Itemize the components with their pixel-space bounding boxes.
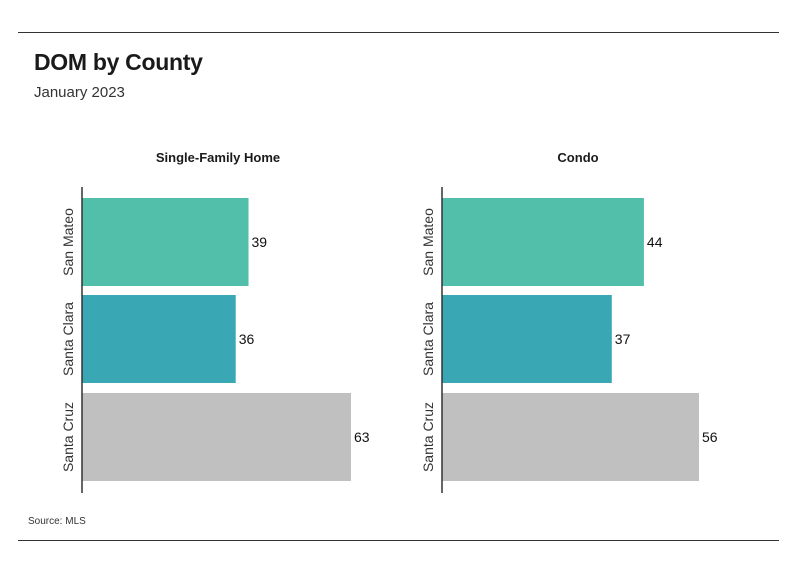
chart-title: DOM by County <box>34 49 203 75</box>
condo-value-label: 37 <box>615 331 631 347</box>
single-family-panel-title: Single-Family Home <box>156 150 280 165</box>
condo-bar-santa-clara <box>442 295 612 383</box>
condo-panel-title: Condo <box>557 150 598 165</box>
chart-subtitle: January 2023 <box>34 84 125 101</box>
single-family-bar-santa-cruz <box>82 393 351 481</box>
single-family-category-label: Santa Clara <box>60 302 76 376</box>
source-note: Source: MLS <box>28 516 86 527</box>
condo-value-label: 44 <box>647 234 663 250</box>
single-family-value-label: 36 <box>239 331 255 347</box>
condo-category-label: San Mateo <box>420 208 436 276</box>
condo-value-label: 56 <box>702 429 718 445</box>
condo-bar-san-mateo <box>442 198 644 286</box>
single-family-bar-santa-clara <box>82 295 236 383</box>
single-family-bar-san-mateo <box>82 198 249 286</box>
condo-category-label: Santa Clara <box>420 302 436 376</box>
single-family-value-label: 39 <box>252 234 268 250</box>
single-family-category-label: San Mateo <box>60 208 76 276</box>
condo-bar-santa-cruz <box>442 393 699 481</box>
single-family-category-label: Santa Cruz <box>60 402 76 472</box>
condo-category-label: Santa Cruz <box>420 402 436 472</box>
top-rule <box>18 32 779 33</box>
bottom-rule <box>18 540 779 541</box>
single-family-value-label: 63 <box>354 429 370 445</box>
